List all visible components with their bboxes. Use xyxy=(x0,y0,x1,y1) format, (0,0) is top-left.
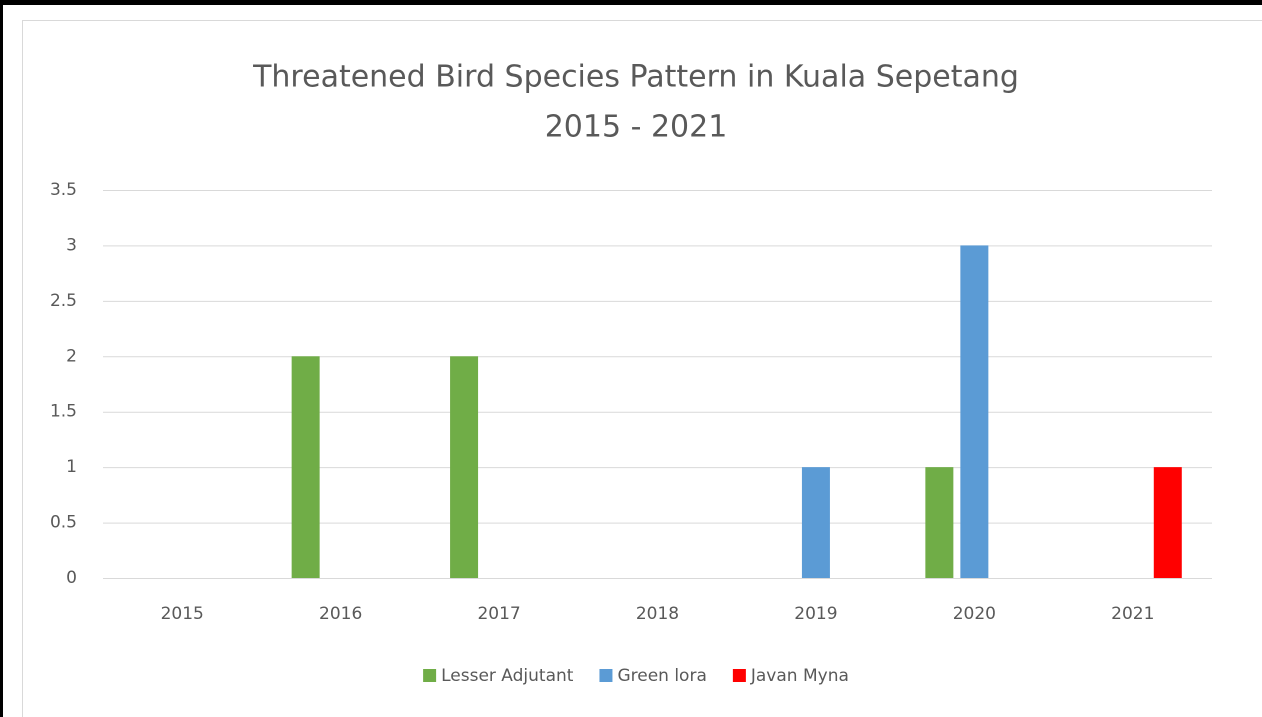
legend-swatch xyxy=(423,669,437,682)
bar xyxy=(801,467,830,578)
x-tick-label: 2018 xyxy=(636,604,679,624)
x-tick-label: 2021 xyxy=(1111,604,1154,624)
y-tick-label: 2.5 xyxy=(50,291,77,311)
legend-swatch xyxy=(599,669,613,682)
y-tick-label: 3 xyxy=(66,235,77,255)
y-tick-label: 1 xyxy=(66,457,77,477)
y-tick-label: 0 xyxy=(66,568,77,588)
top-border xyxy=(0,0,1262,5)
chart-title: Threatened Bird Species Pattern in Kuala… xyxy=(252,60,1019,95)
legend-label: Green lora xyxy=(617,666,706,686)
x-tick-label: 2019 xyxy=(794,604,837,624)
chart-subtitle: 2015 - 2021 xyxy=(545,110,728,145)
y-tick-label: 1.5 xyxy=(50,402,77,422)
chart-frame xyxy=(22,20,1262,717)
y-tick-label: 3.5 xyxy=(50,180,77,200)
bar xyxy=(1153,467,1182,578)
x-tick-label: 2020 xyxy=(953,604,996,624)
x-tick-label: 2015 xyxy=(161,604,204,624)
bar xyxy=(925,467,954,578)
bar xyxy=(291,356,320,578)
left-border xyxy=(0,0,3,717)
bar xyxy=(450,356,479,578)
x-tick-label: 2017 xyxy=(477,604,520,624)
x-tick-label: 2016 xyxy=(319,604,362,624)
legend-label: Lesser Adjutant xyxy=(441,666,574,686)
bar xyxy=(960,245,989,578)
legend-label: Javan Myna xyxy=(750,666,849,686)
legend-swatch xyxy=(732,669,746,682)
y-tick-label: 0.5 xyxy=(50,513,77,533)
y-tick-label: 2 xyxy=(66,346,77,366)
